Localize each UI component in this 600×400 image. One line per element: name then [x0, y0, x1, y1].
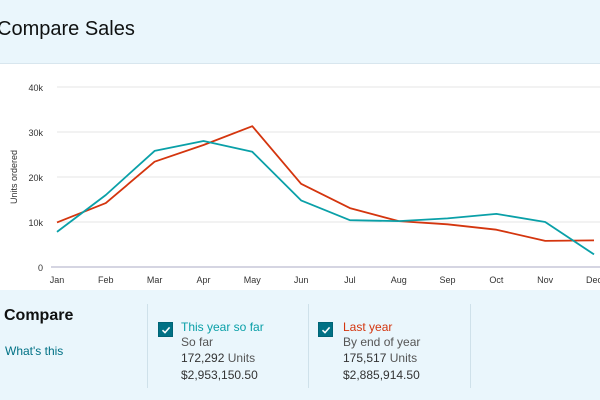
series-line-this-year [56, 140, 595, 256]
x-tick-label: Jun [294, 275, 309, 285]
y-tick-label: 10k [28, 218, 43, 228]
last-year-units: 175,517 Units [343, 351, 417, 365]
this-year-amount: $2,953,150.50 [181, 368, 258, 382]
series-line-last-year [56, 125, 595, 242]
last-year-subtitle: By end of year [343, 335, 421, 349]
last-year-units-value: 175,517 [343, 351, 387, 365]
y-tick-label: 0 [38, 263, 43, 273]
y-axis-title: Units ordered [9, 150, 19, 204]
x-tick-label: Jan [50, 275, 65, 285]
y-tick-label: 40k [28, 83, 43, 93]
x-tick-label: Mar [147, 275, 163, 285]
divider [308, 304, 309, 388]
x-tick-label: Jul [344, 275, 356, 285]
x-tick-label: Nov [537, 275, 554, 285]
this-year-checkbox[interactable] [158, 322, 173, 337]
checkmark-icon [321, 326, 330, 334]
x-tick-label: Feb [98, 275, 114, 285]
compare-panel: Compare What's this This year so far So … [0, 290, 600, 400]
page-header: Compare Sales [0, 0, 600, 64]
x-tick-label: Dec [586, 275, 600, 285]
y-tick-label: 30k [28, 128, 43, 138]
this-year-label[interactable]: This year so far [181, 320, 264, 334]
last-year-checkbox[interactable] [318, 322, 333, 337]
checkmark-icon [161, 326, 170, 334]
x-tick-label: Sep [440, 275, 456, 285]
x-tick-label: Aug [391, 275, 407, 285]
sales-line-chart: 0 10k 20k 30k 40k Units ordered Jan Feb Mar Apr Ma… [0, 63, 600, 290]
x-tick-label: Apr [196, 275, 210, 285]
divider [147, 304, 148, 388]
last-year-label[interactable]: Last year [343, 320, 393, 334]
compare-title: Compare [4, 307, 74, 324]
whats-this-link[interactable]: What's this [5, 344, 64, 358]
y-tick-label: 20k [28, 173, 43, 183]
this-year-units: 172,292 Units [181, 351, 255, 365]
divider [470, 304, 471, 388]
chart-canvas: 0 10k 20k 30k 40k Units ordered Jan Feb Mar Apr Ma… [9, 83, 600, 285]
x-tick-label: Oct [489, 275, 504, 285]
page-title: Compare Sales [0, 18, 135, 40]
this-year-units-word: Units [227, 351, 256, 365]
this-year-units-value: 172,292 [181, 351, 225, 365]
this-year-subtitle: So far [181, 335, 214, 349]
last-year-units-word: Units [389, 351, 418, 365]
x-tick-label: May [244, 275, 262, 285]
last-year-amount: $2,885,914.50 [343, 368, 420, 382]
